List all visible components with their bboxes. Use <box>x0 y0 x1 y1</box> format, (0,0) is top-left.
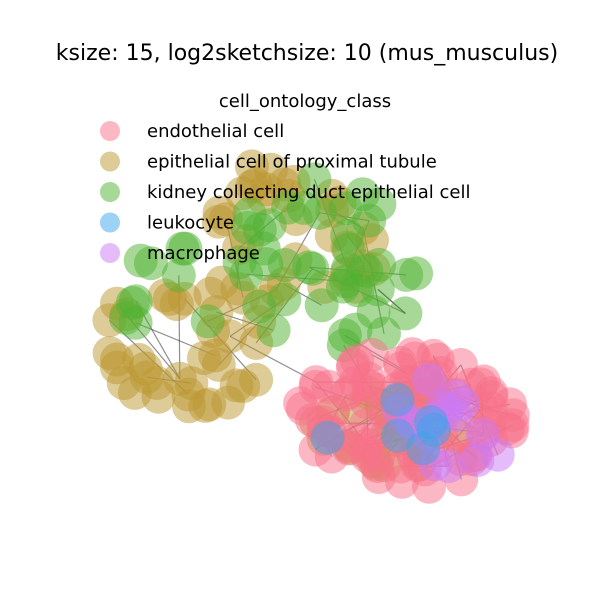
node <box>399 256 434 291</box>
node <box>338 366 373 400</box>
node <box>413 405 448 440</box>
node <box>406 431 441 466</box>
node-layer <box>92 149 530 504</box>
node <box>193 276 228 311</box>
node <box>187 341 221 375</box>
node <box>330 251 365 286</box>
node <box>140 365 174 400</box>
node <box>380 382 415 417</box>
node <box>380 418 415 453</box>
node <box>352 203 387 238</box>
node <box>350 427 385 462</box>
node <box>230 210 265 245</box>
chart-title: ksize: 15, log2sketchsize: 10 (mus_muscu… <box>56 41 558 66</box>
node <box>190 304 225 339</box>
legend: cell_ontology_class endothelial cell epit… <box>100 91 470 264</box>
node <box>211 385 246 420</box>
legend-entries: endothelial cell epithelial cell of proxi… <box>100 121 470 264</box>
node <box>106 366 141 400</box>
node <box>438 378 473 413</box>
node <box>172 389 206 424</box>
node <box>165 231 200 266</box>
node <box>229 257 264 292</box>
node <box>395 337 430 372</box>
legend-label: leukocyte <box>147 213 234 234</box>
node <box>292 250 327 285</box>
legend-label: epithelial cell of proximal tubule <box>147 152 437 173</box>
legend-label: macrophage <box>147 243 260 264</box>
node <box>362 247 397 282</box>
node <box>115 286 150 321</box>
node <box>310 420 345 455</box>
node <box>271 190 306 225</box>
node <box>123 243 158 278</box>
node <box>242 289 277 324</box>
legend-label: endothelial cell <box>147 121 284 142</box>
node <box>356 294 391 329</box>
node <box>285 391 320 426</box>
node <box>465 417 500 452</box>
legend-label: kidney collecting duct epithelial cell <box>147 182 470 203</box>
node <box>411 362 446 397</box>
node <box>345 177 380 212</box>
node <box>361 460 396 495</box>
node <box>388 296 423 331</box>
node <box>161 258 196 293</box>
legend-marker <box>100 212 120 233</box>
node <box>297 162 332 197</box>
node <box>460 443 495 478</box>
legend-marker <box>100 151 120 172</box>
legend-marker <box>100 243 120 263</box>
legend-title: cell_ontology_class <box>219 91 391 112</box>
node <box>239 362 274 397</box>
legend-marker <box>100 121 120 141</box>
node <box>299 365 334 400</box>
node <box>92 336 127 371</box>
legend-marker <box>100 182 120 202</box>
node <box>443 347 478 382</box>
